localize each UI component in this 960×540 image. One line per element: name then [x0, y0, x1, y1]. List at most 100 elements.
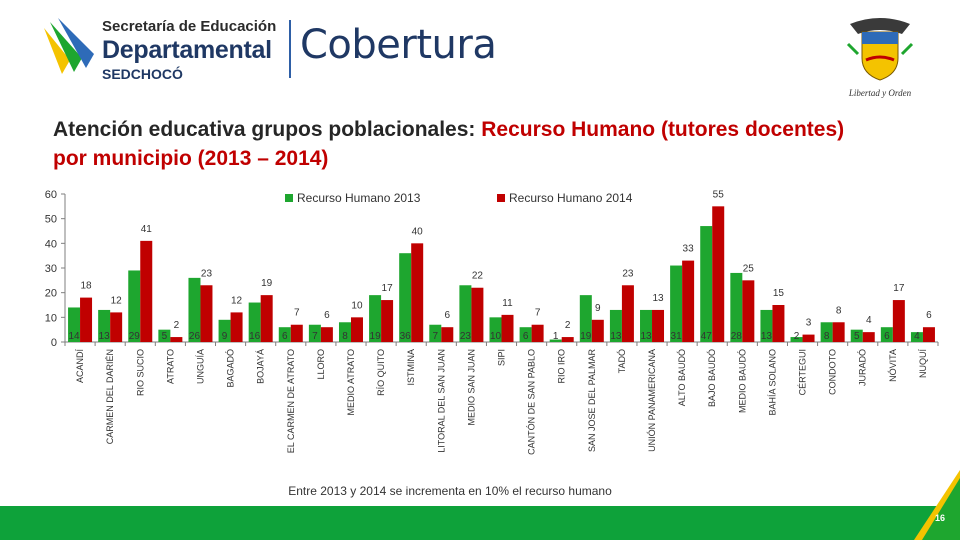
data-label-2014: 12: [231, 295, 243, 306]
x-category-label: CANTÓN DE SAN PABLO: [527, 349, 537, 455]
x-category-label: TADÓ: [617, 349, 627, 373]
bar-2014: [290, 324, 303, 342]
y-tick-label: 40: [45, 238, 57, 250]
x-category-label: LLORO: [316, 349, 326, 380]
bar-2014: [892, 300, 905, 342]
bar-2013: [278, 327, 291, 342]
data-label-2013: 6: [884, 331, 890, 342]
emblem-motto: Libertad y Orden: [848, 88, 912, 98]
bar-2013: [158, 329, 171, 342]
x-category-label: BOJAYÁ: [256, 349, 266, 384]
data-label-2014: 3: [806, 318, 812, 329]
data-label-2013: 31: [671, 331, 683, 342]
data-label-2013: 13: [610, 331, 622, 342]
bar-2013: [459, 285, 472, 342]
x-category-label: ISTMINA: [406, 349, 416, 386]
data-label-2013: 13: [99, 331, 111, 342]
x-category-label: RÍO QUITO: [376, 349, 386, 396]
bar-2014: [230, 312, 243, 342]
bar-2014: [411, 243, 424, 342]
data-label-2014: 13: [652, 293, 664, 304]
bar-2014: [652, 309, 665, 342]
data-label-2014: 55: [713, 189, 725, 200]
data-label-2013: 36: [400, 331, 412, 342]
bar-2013: [429, 324, 442, 342]
bar-2013: [128, 270, 141, 342]
x-category-label: JURADÓ: [858, 349, 868, 386]
data-label-2013: 5: [854, 331, 860, 342]
data-label-2013: 13: [761, 331, 773, 342]
data-label-2013: 23: [460, 331, 472, 342]
bar-2014: [501, 314, 514, 342]
legend-label: Recurso Humano 2014: [509, 191, 633, 205]
bar-2014: [80, 297, 93, 342]
x-category-label: CONDOTO: [828, 349, 838, 395]
data-label-2013: 28: [731, 331, 743, 342]
sedchoco-logo: Secretaría de Educación Departamental SE…: [40, 14, 290, 86]
data-label-2014: 41: [141, 224, 153, 235]
bar-2013: [369, 295, 382, 342]
data-label-2014: 15: [773, 288, 785, 299]
data-label-2014: 22: [472, 271, 484, 282]
bar-2013: [489, 317, 502, 342]
bar-2013: [338, 322, 351, 342]
y-tick-label: 20: [45, 288, 57, 300]
data-label-2013: 14: [68, 331, 80, 342]
data-label-2014: 33: [683, 244, 695, 255]
bar-2013: [248, 302, 261, 342]
bar-2013: [188, 277, 201, 342]
bar-2014: [320, 327, 333, 342]
x-category-label: MEDIO ATRATO: [346, 349, 356, 416]
x-category-label: BAJO BAUDÓ: [707, 349, 717, 407]
x-category-label: ALTO BAUDÓ: [677, 349, 687, 406]
bar-2013: [760, 309, 773, 342]
bar-2014: [531, 324, 544, 342]
bar-2014: [922, 327, 935, 342]
bar-2014: [742, 280, 755, 342]
data-label-2013: 26: [189, 331, 201, 342]
footnote: Entre 2013 y 2014 se incrementa en 10% e…: [288, 484, 612, 498]
legend-swatch: [285, 194, 293, 202]
data-label-2013: 2: [794, 331, 800, 342]
bar-2014: [260, 295, 273, 342]
data-label-2014: 6: [926, 310, 932, 321]
bar-2014: [140, 240, 153, 342]
data-label-2014: 7: [294, 308, 300, 319]
bar-2014: [381, 300, 394, 342]
y-tick-label: 10: [45, 312, 57, 324]
bar-2013: [880, 327, 893, 342]
data-label-2014: 2: [565, 320, 571, 331]
x-category-label: RIO SUCIO: [135, 349, 145, 396]
x-category-label: ACANDÍ: [75, 349, 85, 384]
data-label-2014: 17: [382, 283, 394, 294]
data-label-2014: 23: [201, 268, 213, 279]
data-label-2014: 6: [445, 310, 451, 321]
bar-2013: [670, 265, 683, 342]
x-category-label: CARMEN DEL DARIÉN: [105, 349, 115, 444]
bar-2014: [862, 332, 875, 342]
slide-title-red: Recurso Humano (tutores docentes) por mu…: [53, 118, 845, 170]
data-label-2013: 47: [701, 331, 713, 342]
bar-2013: [910, 332, 923, 342]
data-label-2013: 8: [342, 331, 348, 342]
data-label-2014: 4: [866, 315, 872, 326]
data-label-2014: 19: [261, 278, 273, 289]
bar-2014: [350, 317, 363, 342]
bar-2014: [832, 322, 845, 342]
x-category-label: CÉRTEGUI: [798, 349, 808, 395]
x-category-label: MEDIO SAN JUAN: [466, 349, 476, 426]
x-category-label: BAHÍA SOLANO: [767, 349, 777, 416]
bar-2013: [730, 272, 743, 342]
x-category-label: MEDIO BAUDÓ: [737, 349, 747, 413]
data-label-2014: 9: [595, 303, 601, 314]
bottom-green-bar: [0, 506, 960, 540]
logo-swoosh-icon: [44, 18, 94, 74]
data-label-2013: 6: [523, 331, 529, 342]
logo-line-2: Departamental: [102, 36, 272, 64]
data-label-2013: 6: [282, 331, 288, 342]
footnote-wrap: Entre 2013 y 2014 se incrementa en 10% e…: [0, 484, 900, 498]
x-category-label: UNGUÍA: [195, 349, 205, 384]
slide-title: Atención educativa grupos poblacionales:…: [53, 115, 873, 173]
page-number: 16: [934, 513, 945, 523]
